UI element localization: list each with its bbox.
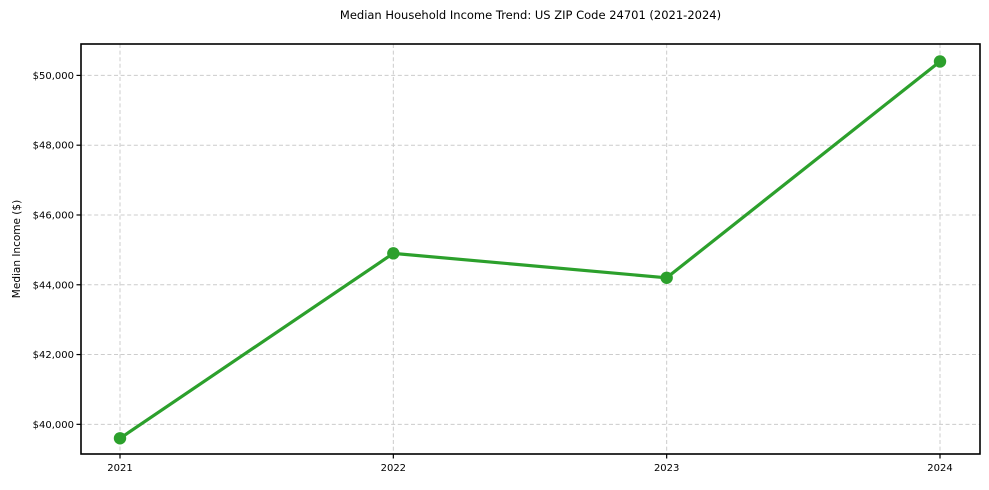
y-tick-label: $48,000 (33, 141, 74, 152)
y-tick-label: $40,000 (33, 420, 74, 431)
y-tick-label: $44,000 (33, 280, 74, 291)
data-point-marker (660, 271, 673, 284)
data-point-marker (387, 247, 400, 260)
series-line (118, 59, 942, 440)
plot-border (80, 43, 981, 455)
data-point-marker (933, 55, 947, 68)
chart-title: Median Household Income Trend: US ZIP Co… (339, 8, 722, 22)
x-tick-label: 2021 (107, 463, 132, 474)
y-tick-label: $50,000 (33, 71, 74, 82)
data-point-marker (113, 432, 127, 445)
x-tick-label: 2024 (927, 463, 952, 474)
y-tick-label: $46,000 (33, 210, 74, 221)
x-tick-label: 2023 (654, 463, 679, 474)
y-tick-label: $42,000 (33, 350, 74, 361)
x-tick-label: 2022 (381, 463, 406, 474)
